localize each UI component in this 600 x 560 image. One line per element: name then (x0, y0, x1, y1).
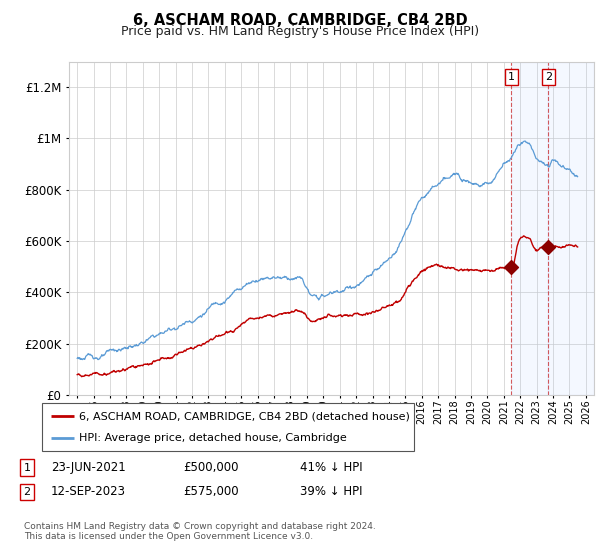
Bar (548, 62, 594, 395)
Text: 6, ASCHAM ROAD, CAMBRIDGE, CB4 2BD: 6, ASCHAM ROAD, CAMBRIDGE, CB4 2BD (133, 13, 467, 28)
Text: 2: 2 (545, 72, 552, 82)
Text: Price paid vs. HM Land Registry's House Price Index (HPI): Price paid vs. HM Land Registry's House … (121, 25, 479, 38)
Text: 6, ASCHAM ROAD, CAMBRIDGE, CB4 2BD (detached house): 6, ASCHAM ROAD, CAMBRIDGE, CB4 2BD (deta… (79, 411, 410, 421)
Bar (511, 62, 548, 395)
Text: 2: 2 (23, 487, 31, 497)
Text: Contains HM Land Registry data © Crown copyright and database right 2024.
This d: Contains HM Land Registry data © Crown c… (24, 522, 376, 542)
Text: 39% ↓ HPI: 39% ↓ HPI (300, 485, 362, 498)
Text: 23-JUN-2021: 23-JUN-2021 (51, 461, 126, 474)
Text: HPI: Average price, detached house, Cambridge: HPI: Average price, detached house, Camb… (79, 433, 347, 443)
Text: £575,000: £575,000 (183, 485, 239, 498)
FancyBboxPatch shape (42, 403, 414, 451)
Text: 41% ↓ HPI: 41% ↓ HPI (300, 461, 362, 474)
Point (506, 262, 516, 271)
Text: £500,000: £500,000 (183, 461, 239, 474)
Text: 1: 1 (23, 463, 31, 473)
Text: 12-SEP-2023: 12-SEP-2023 (51, 485, 126, 498)
Point (544, 243, 553, 252)
Text: 1: 1 (508, 72, 515, 82)
